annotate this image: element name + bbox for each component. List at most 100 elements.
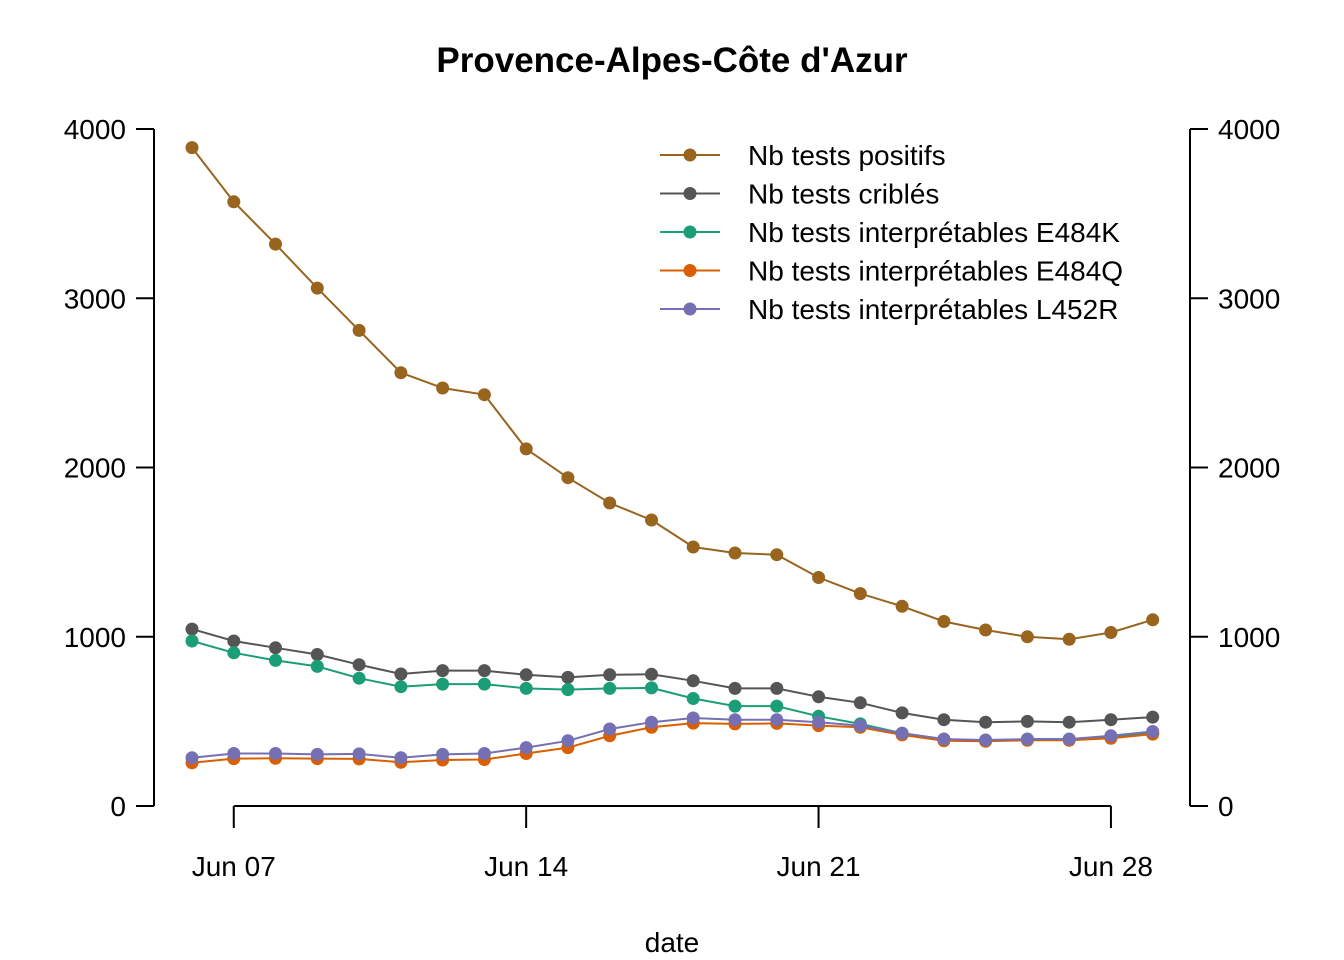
x-axis-label: date (645, 927, 700, 958)
data-point (728, 681, 742, 695)
data-point (686, 692, 700, 705)
data-point (561, 471, 575, 485)
data-point (519, 442, 533, 456)
data-point (770, 713, 784, 727)
y-tick-label-left: 3000 (64, 283, 126, 314)
data-point (436, 747, 450, 761)
data-point (394, 366, 408, 380)
y-tick-label-right: 4000 (1218, 114, 1280, 145)
y-tick-label-right: 0 (1218, 791, 1234, 822)
data-point (770, 548, 784, 562)
data-point (728, 713, 742, 727)
data-point (227, 646, 241, 660)
data-point (1104, 729, 1118, 743)
data-point (310, 281, 324, 295)
series-2 (185, 622, 1160, 729)
series-group (185, 141, 1160, 770)
data-point (436, 677, 450, 691)
series-3 (185, 634, 1160, 748)
series-line (191, 716, 1153, 759)
data-point (812, 571, 826, 584)
legend-item: Nb tests interprétables L452R (660, 294, 1118, 325)
data-point (227, 195, 241, 209)
legend-label: Nb tests positifs (748, 140, 946, 171)
x-tick-label: Jun 07 (192, 851, 276, 882)
series-line (191, 722, 1153, 764)
data-point (1146, 725, 1160, 738)
data-point (477, 664, 491, 678)
data-point (853, 587, 867, 601)
data-point (728, 546, 742, 560)
data-point (352, 323, 366, 337)
series-4 (185, 716, 1160, 770)
series-1 (185, 141, 1160, 646)
data-point (519, 668, 533, 682)
legend-marker (683, 302, 697, 316)
y-tick-label-right: 3000 (1218, 283, 1280, 314)
data-point (770, 681, 784, 695)
data-point (686, 711, 700, 725)
data-point (895, 706, 909, 720)
data-point (1062, 732, 1076, 746)
data-point (561, 683, 575, 697)
y-tick-label-left: 0 (110, 791, 126, 822)
data-point (979, 733, 993, 747)
y-tick-label-left: 1000 (64, 622, 126, 653)
legend-item: Nb tests positifs (660, 140, 946, 171)
data-point (770, 699, 784, 713)
legend-marker (683, 225, 697, 239)
data-point (227, 747, 241, 760)
data-point (1146, 710, 1160, 724)
data-point (477, 677, 491, 691)
data-point (603, 668, 617, 682)
data-point (310, 648, 324, 661)
y-tick-label-left: 2000 (64, 453, 126, 484)
data-point (1104, 626, 1118, 639)
data-point (812, 715, 826, 729)
data-point (1104, 713, 1118, 727)
data-point (185, 141, 199, 155)
data-point (645, 715, 658, 729)
data-point (895, 599, 909, 613)
data-point (645, 681, 658, 695)
data-point (269, 237, 282, 251)
legend-label: Nb tests interprétables L452R (748, 294, 1118, 325)
data-point (1020, 714, 1034, 728)
data-point (645, 667, 658, 681)
data-point (603, 496, 617, 510)
x-tick-label: Jun 28 (1069, 851, 1153, 882)
data-point (1020, 732, 1034, 746)
data-point (269, 747, 282, 760)
data-point (394, 667, 408, 681)
legend-item: Nb tests criblés (660, 179, 939, 210)
legend-marker (683, 264, 697, 277)
legend-label: Nb tests interprétables E484Q (748, 256, 1123, 287)
data-point (812, 690, 826, 704)
data-point (1020, 630, 1034, 644)
legend-item: Nb tests interprétables E484K (660, 217, 1120, 248)
data-point (1062, 632, 1076, 646)
data-point (477, 747, 491, 760)
data-point (310, 747, 324, 761)
x-tick-label: Jun 21 (777, 851, 861, 882)
data-point (561, 670, 575, 684)
data-point (519, 741, 533, 755)
data-point (185, 622, 199, 636)
data-point (1062, 715, 1076, 729)
data-point (561, 734, 575, 748)
legend-label: Nb tests criblés (748, 179, 939, 210)
data-point (853, 696, 867, 710)
data-point (937, 615, 951, 628)
y-tick-label-left: 4000 (64, 114, 126, 145)
data-point (477, 388, 491, 402)
y-tick-label-right: 1000 (1218, 622, 1280, 653)
chart-title: Provence-Alpes-Côte d'Azur (436, 41, 908, 80)
data-point (645, 513, 658, 527)
data-point (185, 751, 199, 765)
data-point (603, 722, 617, 736)
data-point (937, 713, 951, 727)
data-point (310, 659, 324, 673)
data-point (979, 623, 993, 637)
data-point (728, 699, 742, 713)
y-tick-label-right: 2000 (1218, 453, 1280, 484)
